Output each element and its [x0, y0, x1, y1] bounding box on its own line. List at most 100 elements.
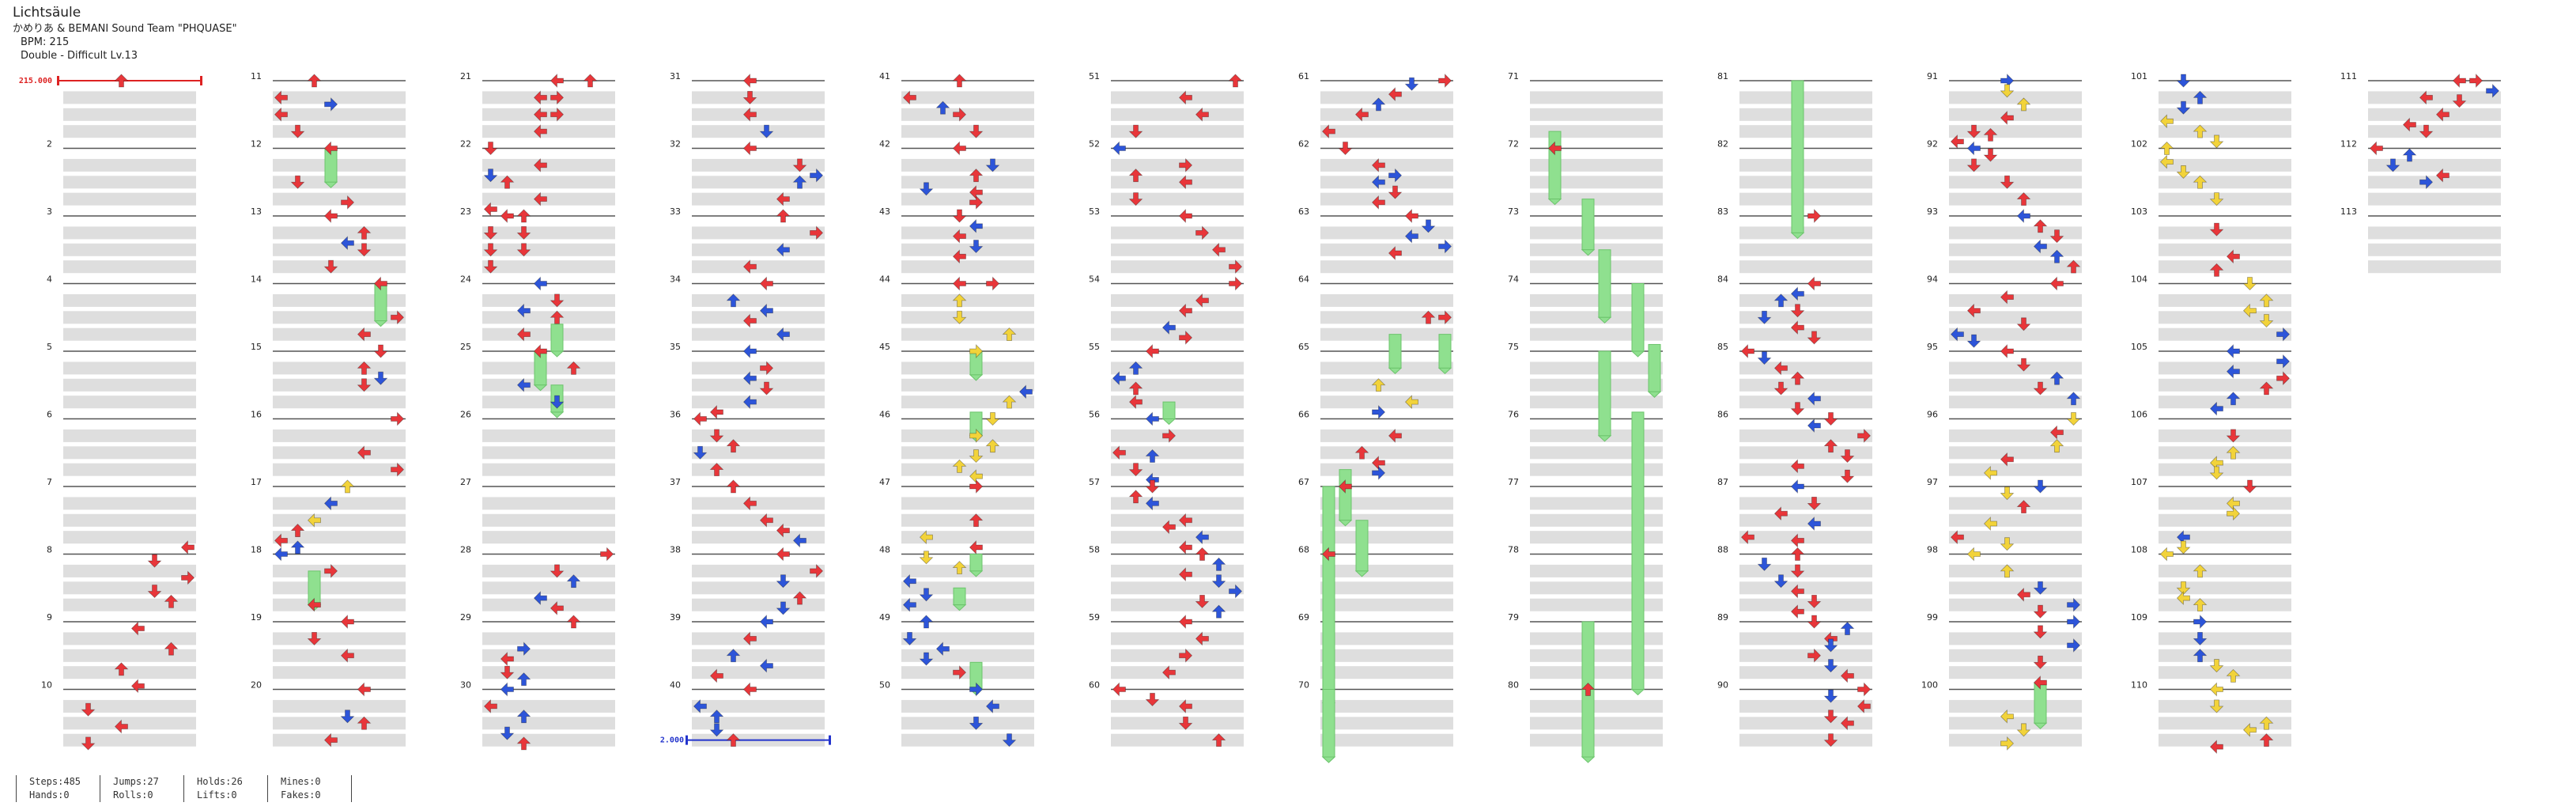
arrow-up-icon — [2000, 564, 2015, 578]
arrow-left-icon — [776, 327, 790, 342]
beat-stripe — [1739, 361, 1872, 375]
measure-number: 39 — [670, 612, 681, 623]
beat-stripe — [273, 361, 406, 375]
arrow-down-icon — [776, 601, 791, 615]
measure-number: 99 — [1927, 612, 1938, 623]
arrow-right-icon — [1807, 209, 1822, 223]
beat-stripe — [692, 327, 825, 341]
song-title: Lichtsäule — [13, 5, 81, 21]
beat-stripe — [63, 108, 196, 121]
arrow-left-icon — [323, 496, 338, 511]
bpm-tick-right — [200, 76, 202, 85]
arrow-left-icon — [1790, 286, 1804, 301]
arrow-left-icon — [1950, 134, 1964, 149]
beat-stripe — [1320, 717, 1453, 730]
beat-stripe — [2159, 531, 2291, 544]
arrow-down-icon — [952, 209, 967, 223]
measure-number: 92 — [1927, 139, 1938, 150]
arrow-left-icon — [516, 377, 531, 392]
arrow-up-icon — [1211, 557, 1226, 571]
arrow-left-icon — [2159, 114, 2174, 129]
beat-stripe — [1739, 531, 1872, 544]
beat-stripe — [1949, 108, 2082, 121]
arrow-down-icon — [1840, 449, 1855, 464]
arrow-up-icon — [2016, 97, 2031, 112]
beat-stripe — [1111, 513, 1244, 527]
arrow-down-icon — [1823, 412, 1838, 426]
measure-number: 43 — [879, 206, 890, 217]
arrow-down-icon — [2049, 229, 2064, 244]
arrow-down-icon — [516, 225, 531, 240]
arrow-up-icon — [1840, 621, 1855, 635]
arrow-up-icon — [726, 733, 741, 748]
hold-tail — [550, 411, 565, 418]
measure-number: 63 — [1298, 206, 1309, 217]
song-difficulty: Double - Difficult Lv.13 — [21, 50, 138, 62]
arrow-left-icon — [2016, 209, 2030, 223]
beat-stripe — [1111, 717, 1244, 730]
measure-number: 78 — [1508, 545, 1519, 555]
arrow-left-icon — [2226, 364, 2240, 379]
arrow-down-icon — [1145, 479, 1160, 494]
arrow-left-icon — [1112, 371, 1126, 386]
hold-body-icon — [952, 587, 967, 611]
beat-stripe — [901, 463, 1034, 476]
arrow-down-icon — [2193, 631, 2208, 645]
arrow-left-icon — [1790, 604, 1804, 619]
arrow-left-icon — [1371, 157, 1385, 172]
arrow-left-icon — [1145, 344, 1159, 358]
arrow-left-icon — [759, 658, 773, 673]
beat-stripe — [482, 463, 615, 476]
hold-tail — [550, 350, 565, 358]
beat-stripe — [482, 446, 615, 460]
beat-stripe — [482, 176, 615, 189]
measure-number: 7 — [47, 477, 52, 487]
arrow-up-icon — [2226, 392, 2241, 406]
arrow-left-icon — [533, 591, 547, 606]
beat-stripe — [1111, 649, 1244, 662]
arrow-left-icon — [709, 404, 723, 419]
arrow-left-icon — [1195, 631, 1209, 646]
arrow-up-icon — [2402, 148, 2417, 162]
beat-stripe — [63, 91, 196, 104]
arrow-right-icon — [953, 107, 967, 122]
beat-stripe — [1949, 311, 2082, 324]
hold-body-icon — [969, 554, 984, 577]
arrow-up-icon — [1983, 127, 1998, 142]
beat-stripe — [1949, 497, 2082, 510]
arrow-left-icon — [2242, 303, 2257, 318]
beat-stripe — [1949, 91, 2082, 104]
beat-stripe — [63, 361, 196, 375]
arrow-left-icon — [2209, 401, 2223, 416]
beat-stripe — [901, 497, 1034, 510]
arrow-down-icon — [969, 124, 984, 138]
arrow-left-icon — [2159, 547, 2174, 562]
beat-stripe — [901, 158, 1034, 172]
arrow-down-icon — [1145, 692, 1160, 706]
beat-stripe — [2159, 192, 2291, 206]
arrow-up-icon — [726, 439, 741, 453]
beat-stripe — [692, 581, 825, 595]
arrow-left-icon — [500, 652, 514, 666]
hold-body-icon — [1338, 469, 1353, 527]
arrow-right-icon — [986, 276, 1000, 291]
arrow-left-icon — [1195, 107, 1209, 122]
beat-stripe — [1111, 243, 1244, 256]
beat-stripe — [1949, 564, 2082, 577]
beat-stripe — [1949, 192, 2082, 206]
beat-stripe — [1530, 446, 1663, 460]
arrow-down-icon — [1211, 574, 1226, 589]
beat-stripe — [63, 598, 196, 611]
beat-stripe — [1530, 497, 1663, 510]
hold-tail — [969, 374, 984, 381]
arrow-down-icon — [81, 702, 96, 717]
arrow-left-icon — [742, 259, 757, 274]
beat-stripe — [901, 446, 1034, 460]
measure-number: 77 — [1508, 477, 1519, 487]
beat-stripe — [63, 666, 196, 679]
beat-stripe — [482, 429, 615, 442]
hold-body-icon — [1597, 350, 1612, 442]
arrow-up-icon — [2259, 381, 2274, 396]
arrow-left-icon — [985, 698, 999, 713]
beat-stripe — [1739, 632, 1872, 645]
